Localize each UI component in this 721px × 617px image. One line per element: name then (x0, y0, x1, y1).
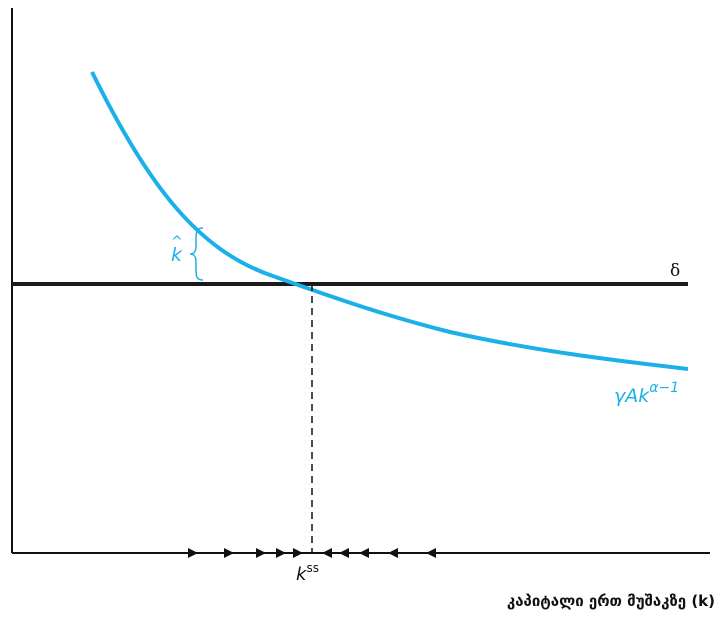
gamma-ak-curve (90, 71, 689, 371)
khat-brace (189, 227, 204, 281)
kss-label-sup: ss (306, 561, 319, 575)
khat-label: k (171, 244, 183, 266)
kss-label-main: k (296, 564, 308, 585)
kss-label: kss (296, 561, 319, 585)
curve-label-sup: α−1 (649, 380, 679, 396)
x-axis-label: კაპიტალი ერთ მუშაკზე (k) (506, 592, 715, 610)
curve-label: γAkα−1 (614, 380, 679, 407)
curve-label-main: γAk (614, 385, 650, 407)
delta-label: δ (670, 261, 680, 281)
khat-accent: ^ (171, 234, 183, 250)
